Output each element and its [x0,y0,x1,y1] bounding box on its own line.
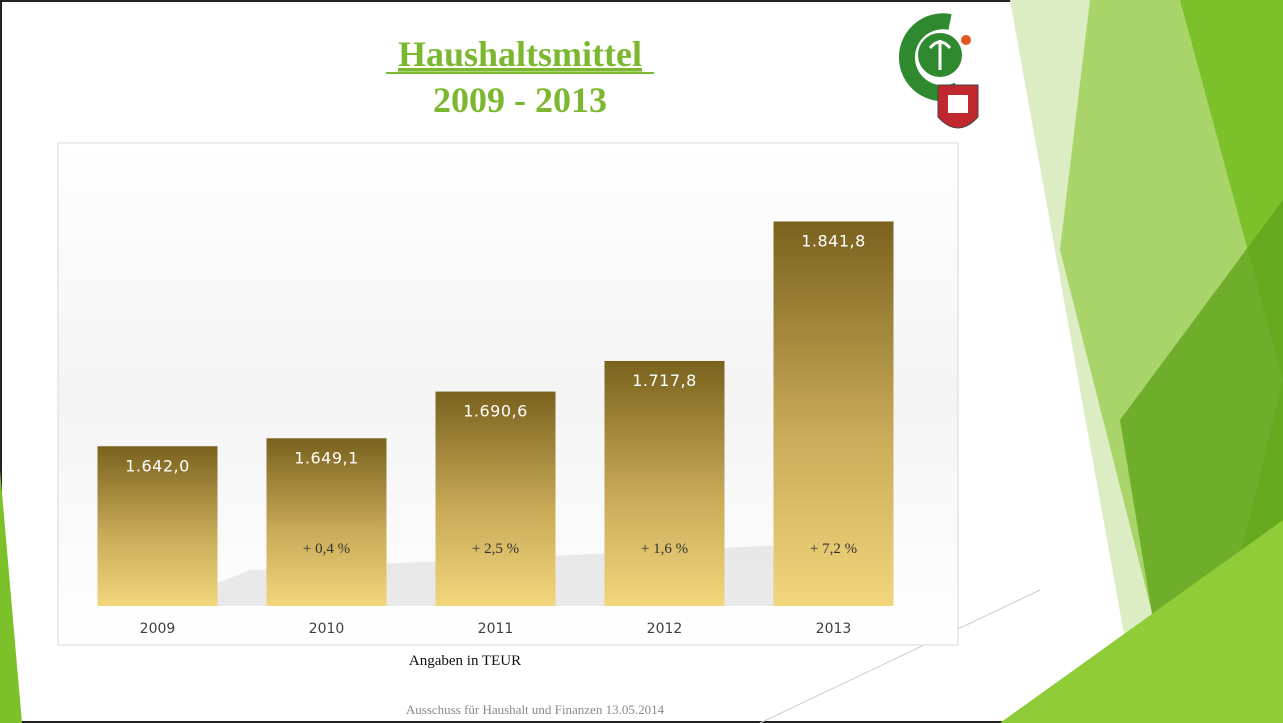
x-tick-label: 2010 [309,621,345,637]
note: Angaben in TEUR [409,653,521,669]
growth-label: + 2,5 % [472,541,519,557]
chart-title: Haushaltsmittel [398,34,642,74]
chart-subtitle: 2009 - 2013 [433,80,607,120]
bar [605,361,725,606]
x-tick-label: 2011 [478,621,514,637]
value-label: 1.642,0 [125,456,190,475]
x-tick-label: 2012 [647,621,683,637]
value-label: 1.690,6 [463,402,528,421]
slide: Haushaltsmittel 2009 - 2013 1.642,0 2009 1… [0,0,1283,723]
growth-label: + 1,6 % [641,541,688,557]
footer: Ausschuss für Haushalt und Finanzen 13.0… [406,702,665,717]
x-tick-label: 2013 [816,621,852,637]
value-label: 1.649,1 [294,448,359,467]
x-tick-label: 2009 [140,621,176,637]
bar [436,392,556,606]
growth-label: + 0,4 % [303,541,350,557]
value-label: 1.717,8 [632,371,697,390]
value-label: 1.841,8 [801,231,866,250]
page: {"chart_data": {"type": "bar", "title": … [0,0,1283,723]
growth-label: + 7,2 % [810,541,857,557]
